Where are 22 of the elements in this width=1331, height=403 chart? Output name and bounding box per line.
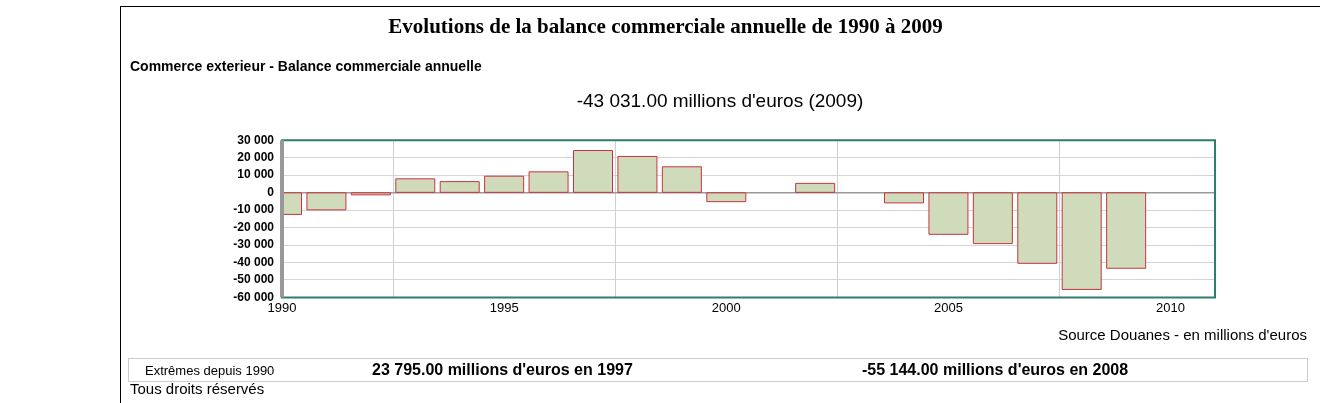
y-tick-label: -60 000 xyxy=(233,289,275,304)
y-tick-label: -20 000 xyxy=(233,219,275,234)
y-tick-label: 0 xyxy=(267,184,275,199)
y-tick-label: -10 000 xyxy=(233,202,275,217)
text: Extrêmes depuis 1990 xyxy=(145,363,275,378)
text: 23 795.00 millions d'euros en 1997 xyxy=(372,361,633,379)
chart-subtitle: Commerce exterieur - Balance commerciale annuelle xyxy=(130,58,482,74)
y-tick-label: -30 000 xyxy=(233,237,275,252)
y-tick-label: 30 000 xyxy=(237,132,275,147)
x-tick-label: 1995 xyxy=(489,299,519,315)
y-tick-label: -40 000 xyxy=(233,254,275,269)
source-note: Source Douanes - en millions d'euros xyxy=(1058,326,1307,343)
x-tick-label: 2000 xyxy=(711,299,741,315)
y-tick-label: 10 000 xyxy=(237,167,275,182)
chart-title: Evolutions de la balance commerciale annuelle de 1990 à 2009 xyxy=(387,14,944,39)
x-tick-label: 2005 xyxy=(933,299,963,315)
text: -43 031.00 millions d'euros (2009) xyxy=(575,90,865,112)
text: -55 144.00 millions d'euros en 2008 xyxy=(862,361,1129,379)
text: Tous droits réservés xyxy=(130,380,265,397)
y-tick-label: -50 000 xyxy=(233,272,275,287)
y-tick-label: 20 000 xyxy=(237,149,275,164)
x-tick-label: 2010 xyxy=(1156,299,1186,315)
